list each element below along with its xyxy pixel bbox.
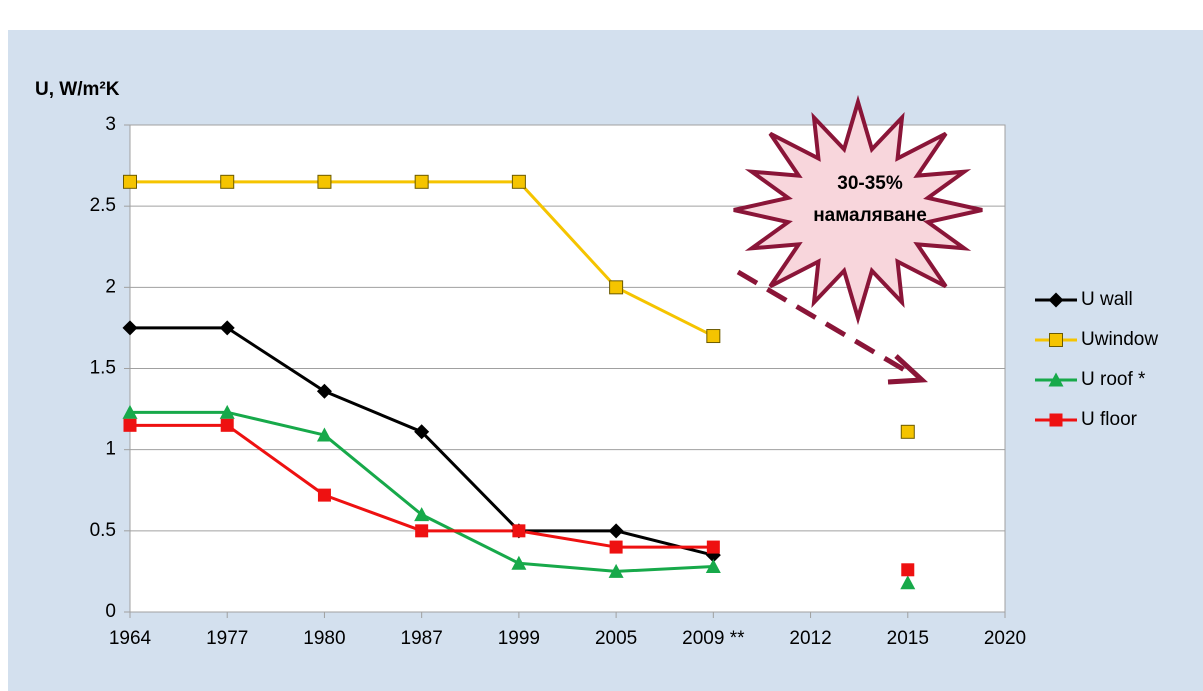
data-point <box>511 555 527 570</box>
x-tick-label: 1964 <box>109 628 152 649</box>
x-tick-label: 2009 ** <box>682 628 745 649</box>
data-point <box>317 488 331 502</box>
data-point <box>609 280 624 295</box>
data-point <box>219 320 235 336</box>
legend-label: U roof * <box>1081 369 1146 390</box>
data-point <box>122 320 138 336</box>
data-point <box>901 563 915 577</box>
x-tick-label: 2020 <box>984 628 1026 649</box>
data-point <box>706 540 720 554</box>
x-tick-label: 1980 <box>303 628 345 649</box>
data-point <box>415 524 429 538</box>
data-point <box>123 174 137 189</box>
data-point <box>706 329 721 344</box>
y-axis-label: U, W/m²K <box>35 79 120 100</box>
data-point <box>414 424 430 440</box>
data-point <box>900 575 916 590</box>
annotation: намаляване <box>813 205 927 226</box>
data-point <box>511 174 526 189</box>
x-tick-label: 1999 <box>498 628 540 649</box>
legend-label: U floor <box>1081 409 1138 430</box>
data-point <box>705 559 721 574</box>
starburst <box>733 94 983 326</box>
x-tick-label: 2015 <box>887 628 929 649</box>
legend-marker <box>1049 413 1063 427</box>
arrow-head <box>887 354 929 385</box>
data-point <box>317 174 332 189</box>
data-point <box>316 383 332 399</box>
y-tick-label: 3 <box>105 114 116 135</box>
y-tick-label: 0.5 <box>90 520 116 541</box>
x-tick-label: 2012 <box>789 628 831 649</box>
y-tick-label: 0 <box>105 601 116 622</box>
legend-marker <box>1049 333 1063 347</box>
legend-label: Uwindow <box>1081 329 1158 350</box>
x-tick-label: 2005 <box>595 628 637 649</box>
data-point <box>414 174 429 189</box>
y-tick-label: 1.5 <box>90 358 116 379</box>
legend-label: U wall <box>1081 289 1133 310</box>
data-point <box>608 523 624 539</box>
y-tick-label: 1 <box>105 439 116 460</box>
x-tick-label: 1987 <box>401 628 443 649</box>
data-point <box>122 404 138 419</box>
y-tick-label: 2.5 <box>90 195 116 216</box>
legend-marker <box>1048 372 1064 387</box>
data-point <box>220 418 234 432</box>
data-point <box>609 540 623 554</box>
x-tick-label: 1977 <box>206 628 248 649</box>
data-point <box>414 507 430 522</box>
data-point <box>900 424 915 439</box>
legend-marker <box>1048 292 1064 308</box>
y-tick-label: 2 <box>105 276 116 297</box>
annotation: 30-35% <box>837 173 903 194</box>
data-point <box>608 563 624 578</box>
data-point <box>316 427 332 442</box>
data-point <box>219 404 235 419</box>
data-point <box>512 524 526 538</box>
data-point <box>123 418 137 432</box>
data-point <box>220 174 235 189</box>
